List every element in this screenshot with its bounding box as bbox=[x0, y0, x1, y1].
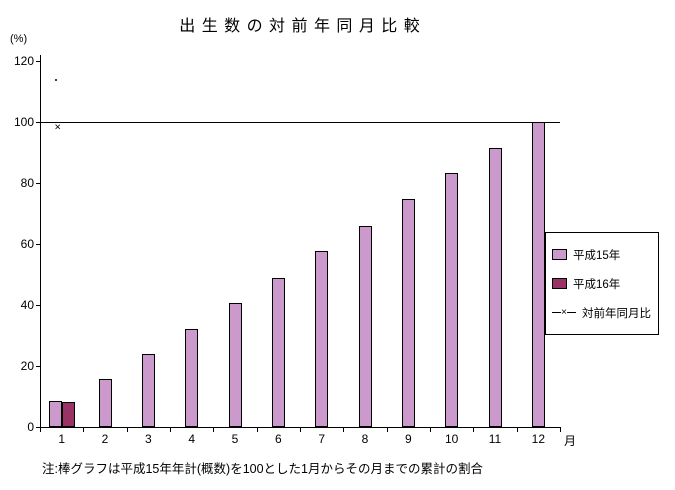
y-tick-mark bbox=[36, 244, 40, 245]
legend-item-h16: 平成16年 bbox=[552, 269, 652, 298]
legend-item-ratio: × 対前年同月比 bbox=[552, 298, 652, 327]
bar-h15-month-10 bbox=[445, 173, 458, 427]
x-tick-label: 5 bbox=[231, 432, 239, 446]
y-tick-label: 100 bbox=[13, 115, 34, 129]
legend: 平成15年 平成16年 × 対前年同月比 bbox=[545, 232, 659, 335]
plot-area bbox=[40, 55, 561, 428]
x-tick-mark bbox=[83, 428, 85, 432]
legend-label-h15: 平成15年 bbox=[573, 249, 621, 262]
bar-h15-month-6 bbox=[272, 278, 285, 427]
legend-item-h15: 平成15年 bbox=[552, 240, 652, 269]
x-tick-mark bbox=[170, 428, 171, 432]
bar-h15-month-8 bbox=[359, 226, 372, 427]
y-tick-label: 40 bbox=[20, 298, 34, 312]
x-tick-label: 11 bbox=[488, 432, 502, 446]
y-tick-mark bbox=[36, 122, 40, 123]
y-tick-mark bbox=[36, 61, 40, 62]
x-tick-mark bbox=[126, 428, 128, 432]
legend-swatch-h16-icon bbox=[552, 278, 567, 289]
y-tick-mark bbox=[36, 183, 40, 184]
stray-dot bbox=[54, 79, 57, 82]
legend-label-h16: 平成16年 bbox=[573, 278, 621, 291]
x-tick-label: 2 bbox=[101, 432, 109, 446]
x-tick-label: 1 bbox=[58, 432, 65, 446]
x-tick-mark bbox=[560, 428, 561, 432]
x-tick-label: 9 bbox=[404, 432, 412, 446]
bar-h15-month-1 bbox=[49, 401, 62, 427]
y-tick-label: 20 bbox=[20, 359, 34, 373]
line-series-x-marker-month-1: × bbox=[54, 121, 61, 134]
x-tick-mark bbox=[386, 428, 388, 432]
x-tick-label: 3 bbox=[144, 432, 152, 446]
legend-x-marker-icon: × bbox=[561, 306, 567, 318]
x-tick-mark bbox=[430, 428, 431, 432]
x-tick-mark bbox=[473, 428, 475, 432]
legend-line-x-marker-icon: × bbox=[552, 307, 576, 318]
bar-h15-month-2 bbox=[99, 379, 112, 427]
y-tick-label: 60 bbox=[20, 237, 34, 251]
x-tick-mark bbox=[256, 428, 258, 432]
y-tick-mark bbox=[36, 305, 40, 306]
y-axis-unit-label: (%) bbox=[10, 33, 28, 45]
y-tick-label: 120 bbox=[13, 54, 34, 68]
x-tick-mark bbox=[343, 428, 345, 432]
x-tick-label: 7 bbox=[318, 432, 325, 446]
bar-h15-month-7 bbox=[315, 251, 328, 427]
x-tick-mark bbox=[516, 428, 518, 432]
bar-h16-month-1 bbox=[62, 402, 75, 427]
x-tick-mark bbox=[213, 428, 215, 432]
y-tick-mark bbox=[36, 427, 40, 428]
x-axis-unit-label: 月 bbox=[564, 434, 577, 448]
bar-h15-month-4 bbox=[185, 329, 198, 427]
chart-title: 出 生 数 の 対 前 年 同 月 比 較 bbox=[179, 18, 421, 35]
y-tick-label: 0 bbox=[27, 420, 34, 434]
bar-h15-month-9 bbox=[402, 199, 415, 427]
x-tick-label: 8 bbox=[361, 432, 369, 446]
bar-h15-month-5 bbox=[229, 303, 242, 427]
bar-h15-month-12 bbox=[532, 122, 545, 427]
x-tick-label: 12 bbox=[531, 432, 545, 446]
footnote: 注:棒グラフは平成15年年計(概数)を100とした1月からその月までの累計の割合 bbox=[42, 462, 484, 476]
legend-swatch-h15-icon bbox=[552, 249, 567, 260]
x-tick-mark bbox=[300, 428, 301, 432]
refline-100 bbox=[40, 122, 560, 123]
legend-label-ratio: 対前年同月比 bbox=[582, 307, 651, 320]
x-tick-mark bbox=[40, 428, 41, 432]
y-tick-mark bbox=[36, 366, 40, 367]
bar-h15-month-11 bbox=[489, 148, 502, 427]
y-tick-label: 80 bbox=[20, 176, 34, 190]
x-tick-label: 6 bbox=[274, 432, 282, 446]
bar-h15-month-3 bbox=[142, 354, 155, 427]
x-tick-label: 4 bbox=[188, 432, 195, 446]
x-tick-label: 10 bbox=[444, 432, 459, 446]
